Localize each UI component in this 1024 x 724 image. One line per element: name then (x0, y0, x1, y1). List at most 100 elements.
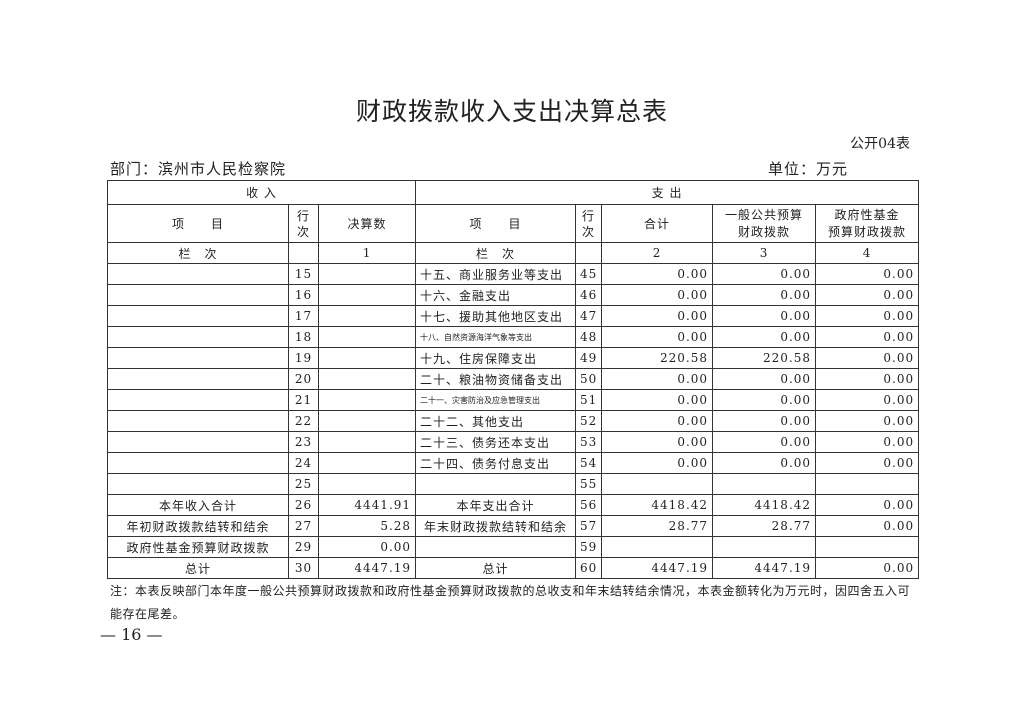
total-amount (601, 536, 714, 558)
income-item (107, 452, 289, 474)
fund-amount: 0.00 (815, 284, 920, 306)
income-item: 总计 (107, 557, 289, 579)
table-row: 19 十九、住房保障支出 49 220.58 220.58 0.00 (107, 347, 920, 369)
general-amount: 0.00 (712, 326, 817, 348)
expense-line: 49 (575, 347, 603, 369)
expense-item: 十七、援助其他地区支出 (415, 305, 577, 327)
expense-line: 45 (575, 263, 603, 285)
income-item: 政府性基金预算财政拨款 (107, 536, 289, 558)
fund-amount: 0.00 (815, 557, 920, 579)
income-amount (317, 263, 417, 285)
income-line: 27 (288, 515, 319, 537)
income-line: 26 (288, 494, 319, 516)
expense-line: 46 (575, 284, 603, 306)
page-number: — 16 — (100, 625, 163, 644)
expense-line: 57 (575, 515, 603, 537)
expense-item: 二十二、其他支出 (415, 410, 577, 432)
empty-cell (575, 242, 603, 264)
general-amount: 0.00 (712, 452, 817, 474)
expense-item: 本年支出合计 (415, 494, 577, 516)
income-item (107, 326, 289, 348)
income-item (107, 410, 289, 432)
fund-amount: 0.00 (815, 452, 920, 474)
total-header: 合计 (601, 204, 714, 243)
fund-amount: 0.00 (815, 389, 920, 411)
fund-amount: 0.00 (815, 368, 920, 390)
income-item (107, 368, 289, 390)
table-row: 22 二十二、其他支出 52 0.00 0.00 0.00 (107, 410, 920, 432)
income-item (107, 284, 289, 306)
expense-item: 十八、自然资源海洋气象等支出 (415, 326, 577, 348)
expense-line-header: 行 次 (575, 204, 603, 243)
income-item (107, 263, 289, 285)
expense-header: 支 出 (415, 180, 920, 205)
expense-item (415, 473, 577, 495)
income-item (107, 473, 289, 495)
income-amount (317, 473, 417, 495)
table-note: 注：本表反映部门本年度一般公共预算财政拨款和政府性基金预算财政拨款的总收支和年末… (110, 584, 911, 621)
table-row: 15 十五、商业服务业等支出 45 0.00 0.00 0.00 (107, 263, 920, 285)
total-amount: 0.00 (601, 284, 714, 306)
table-row: 16 十六、金融支出 46 0.00 0.00 0.00 (107, 284, 920, 306)
table-row: 24 二十四、债务付息支出 54 0.00 0.00 0.00 (107, 452, 920, 474)
income-line: 17 (288, 305, 319, 327)
total-amount: 0.00 (601, 452, 714, 474)
general-amount: 0.00 (712, 431, 817, 453)
table-row: 17 十七、援助其他地区支出 47 0.00 0.00 0.00 (107, 305, 920, 327)
general-amount: 0.00 (712, 389, 817, 411)
department-label: 部门：滨州市人民检察院 (110, 160, 287, 178)
income-amount: 5.28 (317, 515, 417, 537)
general-amount: 220.58 (712, 347, 817, 369)
total-amount: 28.77 (601, 515, 714, 537)
income-line: 25 (288, 473, 319, 495)
fund-amount: 0.00 (815, 305, 920, 327)
income-line: 30 (288, 557, 319, 579)
general-amount: 0.00 (712, 284, 817, 306)
total-amount: 0.00 (601, 389, 714, 411)
table-row: 20 二十、粮油物资储备支出 50 0.00 0.00 0.00 (107, 368, 920, 390)
budget-table: 收 入 支 出 项 目 行 次 决算数 项 目 行 次 合计 一般公共预算 财政… (106, 180, 920, 579)
total-amount: 4447.19 (601, 557, 714, 579)
fund-amount: 0.00 (815, 515, 920, 537)
col-4: 4 (815, 242, 920, 264)
income-amount (317, 389, 417, 411)
table-row: 21 二十一、灾害防治及应急管理支出 51 0.00 0.00 0.00 (107, 389, 920, 411)
expense-item: 二十三、债务还本支出 (415, 431, 577, 453)
general-amount: 4418.42 (712, 494, 817, 516)
col-3: 3 (712, 242, 817, 264)
general-amount (712, 473, 817, 495)
income-item: 本年收入合计 (107, 494, 289, 516)
expense-line: 59 (575, 536, 603, 558)
income-amount: 0.00 (317, 536, 417, 558)
expense-item (415, 536, 577, 558)
expense-item: 二十、粮油物资储备支出 (415, 368, 577, 390)
expense-item: 十五、商业服务业等支出 (415, 263, 577, 285)
income-line: 15 (288, 263, 319, 285)
fund-amount (815, 473, 920, 495)
empty-cell (288, 242, 319, 264)
income-amount (317, 284, 417, 306)
income-item (107, 389, 289, 411)
income-item (107, 347, 289, 369)
table-row: 本年收入合计 26 4441.91 本年支出合计 56 4418.42 4418.42 0.0… (107, 494, 920, 516)
income-amount (317, 347, 417, 369)
general-amount: 0.00 (712, 263, 817, 285)
income-line: 18 (288, 326, 319, 348)
income-line: 19 (288, 347, 319, 369)
fund-amount: 0.00 (815, 431, 920, 453)
general-amount: 0.00 (712, 410, 817, 432)
page-title: 财政拨款收入支出决算总表 (355, 97, 668, 126)
total-amount: 0.00 (601, 305, 714, 327)
amount-header: 决算数 (317, 204, 417, 243)
unit-label: 单位：万元 (768, 160, 849, 178)
expense-line: 53 (575, 431, 603, 453)
income-amount: 4441.91 (317, 494, 417, 516)
income-line: 22 (288, 410, 319, 432)
expense-line: 54 (575, 452, 603, 474)
income-item: 年初财政拨款结转和结余 (107, 515, 289, 537)
income-line-header: 行 次 (288, 204, 319, 243)
expense-line: 52 (575, 410, 603, 432)
income-line: 29 (288, 536, 319, 558)
expense-line: 55 (575, 473, 603, 495)
